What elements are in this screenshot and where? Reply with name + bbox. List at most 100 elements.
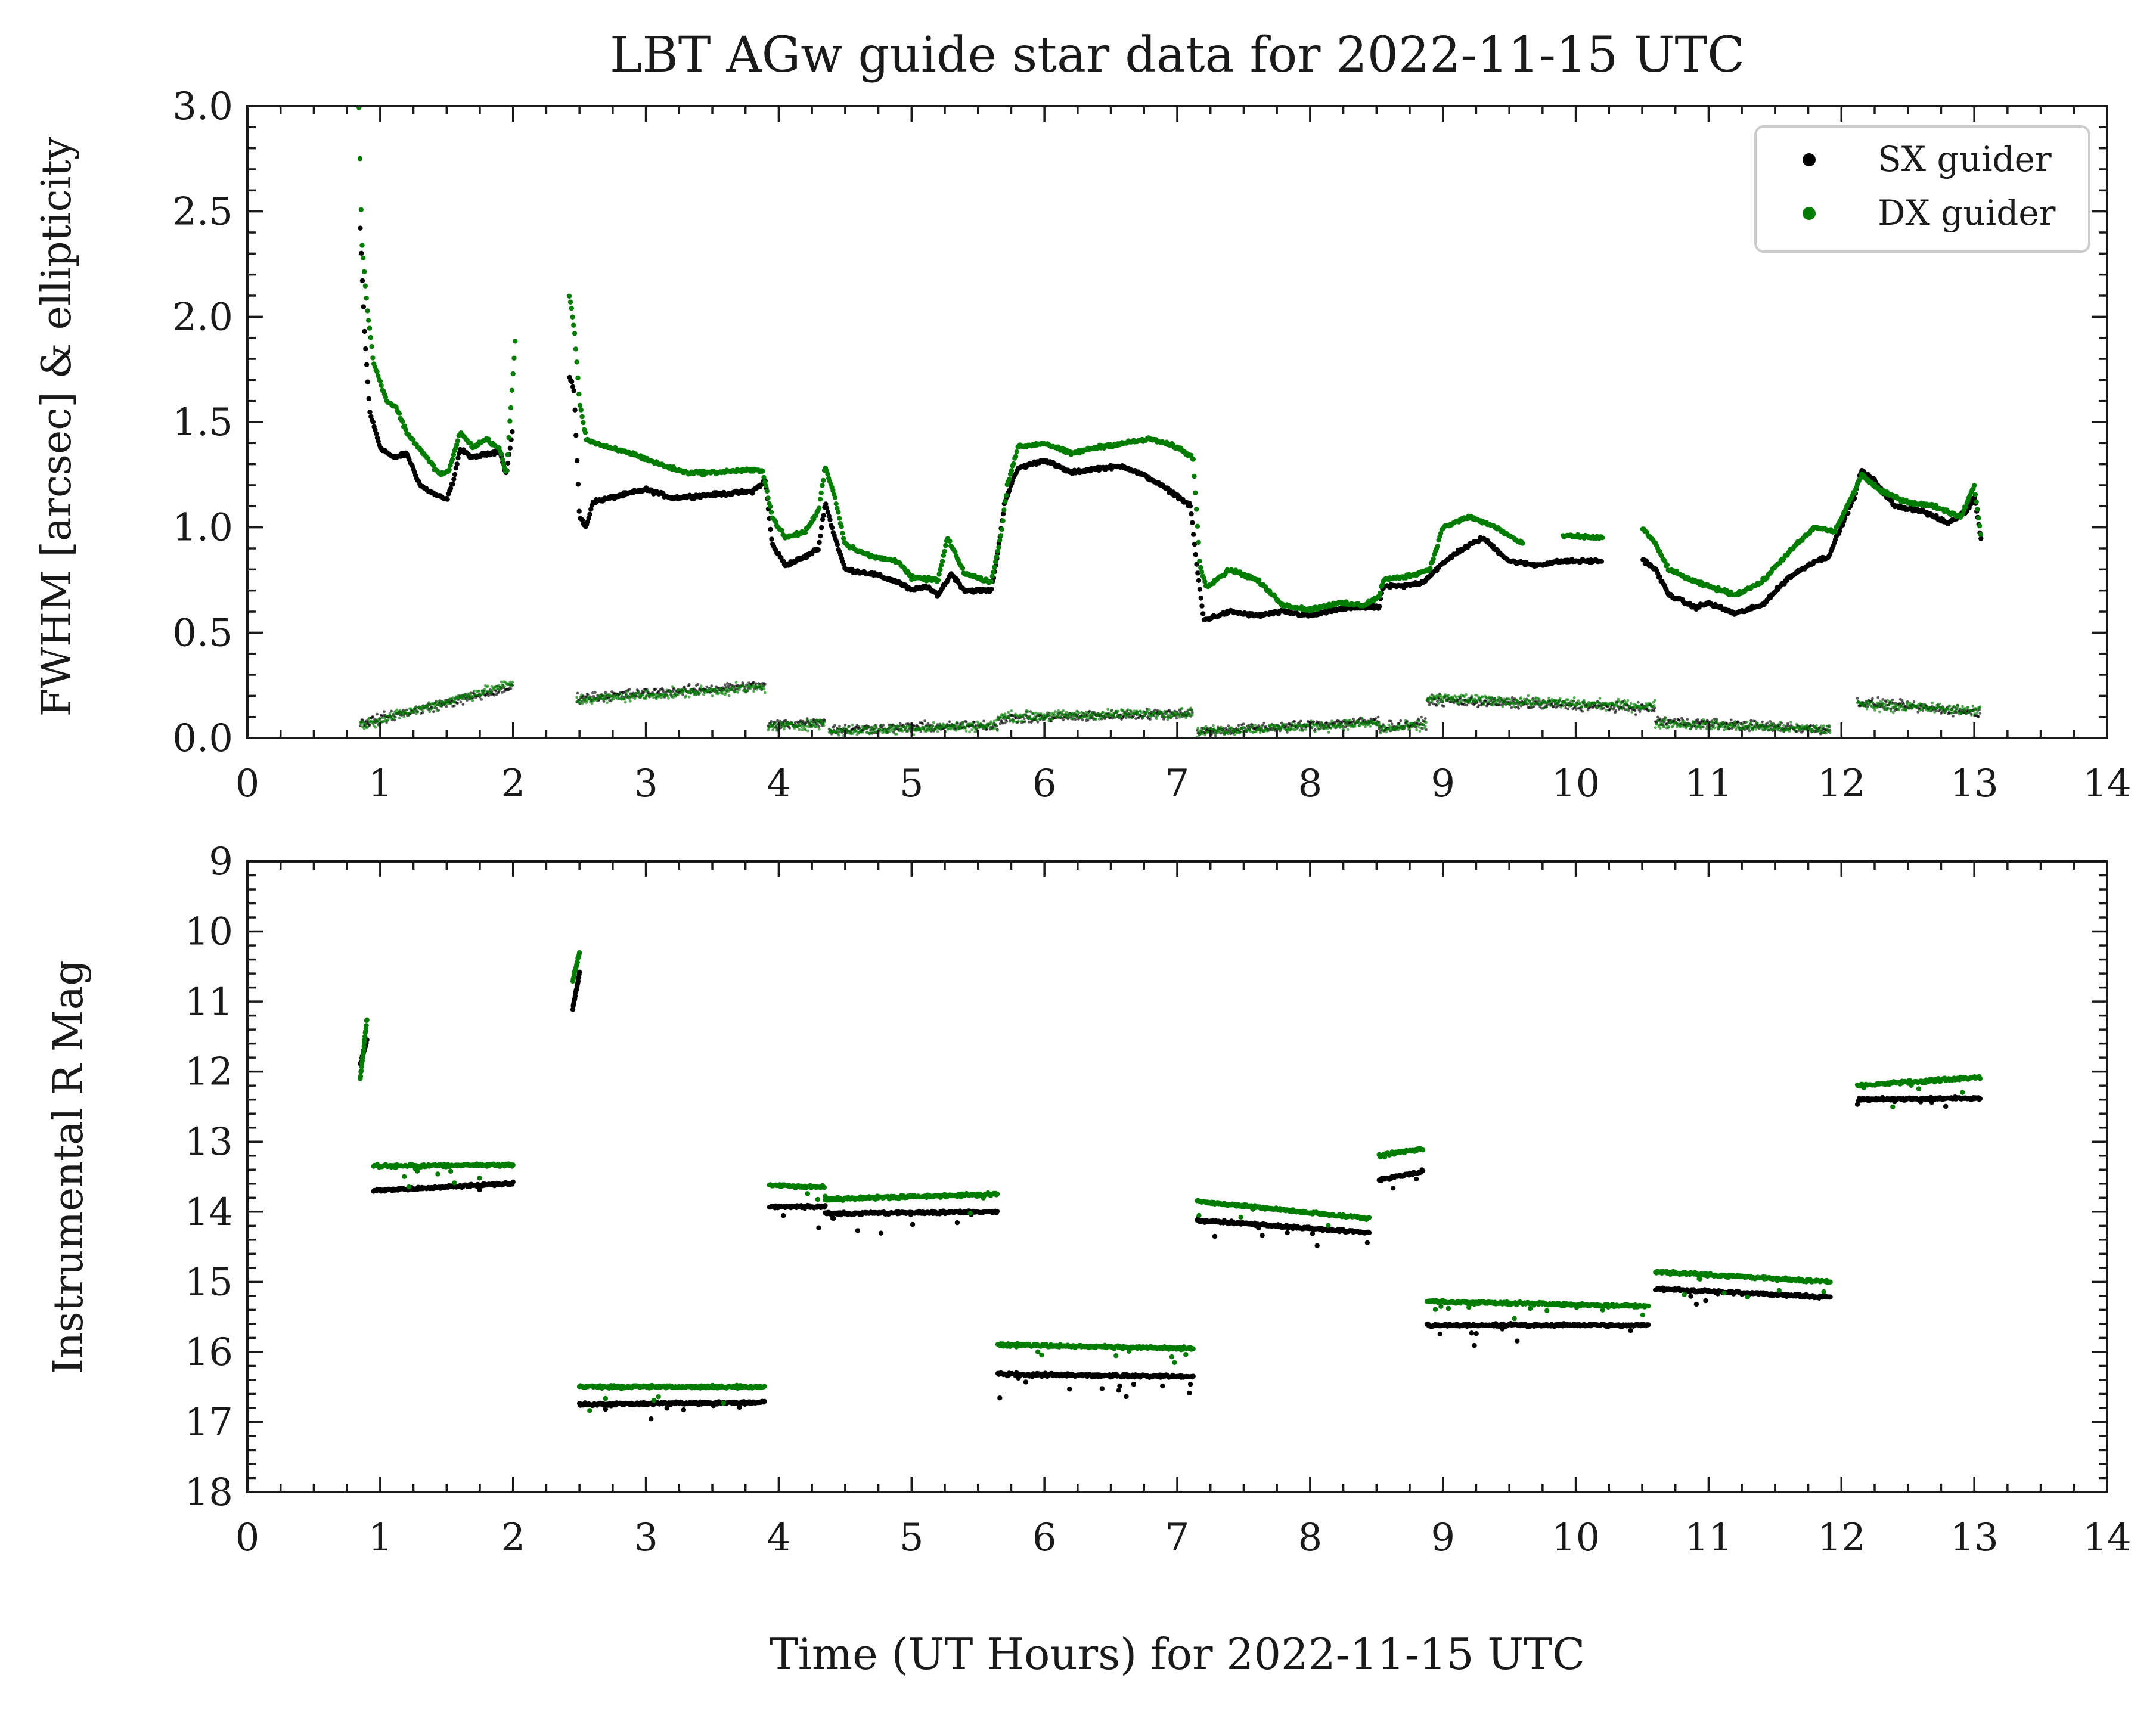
- sx-ellipticity-point: [687, 683, 691, 686]
- dx-fwhm-point: [943, 542, 948, 548]
- sx-ellipticity-point: [833, 724, 836, 727]
- dx-fwhm-point: [836, 516, 842, 521]
- sx-ellipticity-point: [459, 700, 463, 703]
- sx-fwhm-point: [374, 431, 379, 436]
- dx-ellipticity-point: [489, 691, 493, 695]
- dx-ellipticity-point: [412, 709, 415, 713]
- dx-ellipticity-point: [431, 706, 435, 709]
- sx-fwhm-point: [841, 562, 846, 567]
- dx-fwhm-point: [1190, 457, 1196, 462]
- dx-fwhm-point: [1013, 454, 1019, 459]
- dx-fwhm-point: [1199, 569, 1205, 575]
- dx-ellipticity-point: [374, 725, 377, 729]
- sx-ellipticity-point: [480, 698, 483, 701]
- sx-ellipticity-point: [1729, 718, 1733, 722]
- dx-fwhm-point: [513, 339, 518, 344]
- dx-fwhm-point: [947, 538, 953, 544]
- dx-ellipticity-point: [578, 701, 581, 705]
- dx-fwhm-point: [999, 526, 1005, 532]
- sx-fwhm-point: [1192, 541, 1198, 547]
- dx-fwhm-point: [768, 504, 773, 510]
- dx-fwhm-point: [1003, 493, 1009, 498]
- dx-ellipticity-point: [388, 712, 392, 715]
- dx-ellipticity-point: [428, 710, 432, 714]
- dx-fwhm-point: [941, 553, 947, 558]
- sx-fwhm-point: [1187, 504, 1193, 509]
- sx-ellipticity-point: [501, 691, 504, 694]
- sx-fwhm-point: [362, 328, 367, 334]
- sx-ellipticity-point: [1299, 719, 1302, 723]
- sx-ellipticity-point: [1891, 698, 1894, 702]
- dx-ellipticity-point: [426, 704, 430, 708]
- dx-ellipticity-point: [421, 709, 425, 713]
- dx-fwhm-point: [570, 314, 575, 320]
- sx-ellipticity-point: [383, 710, 386, 714]
- dx-ellipticity-point: [473, 689, 476, 693]
- dx-fwhm-point: [1971, 483, 1977, 488]
- sx-fwhm-point: [569, 379, 575, 384]
- sx-fwhm-point: [827, 517, 833, 523]
- sx-fwhm-point: [825, 510, 831, 515]
- fwhm-panel: 0 1 2 3 4 5 6 7 8 9 10 11 12 13 140.00.51.01.52.02.53.…: [33, 85, 2132, 806]
- dx-fwhm-point: [1257, 577, 1262, 582]
- sx-ellipticity-point: [1977, 715, 1980, 718]
- dx-ellipticity-point: [464, 697, 468, 700]
- sx-fwhm-point: [1837, 528, 1842, 534]
- sx-fwhm-point: [510, 429, 515, 435]
- sx-fwhm-point: [451, 476, 457, 482]
- dx-fwhm-point: [1976, 515, 1981, 521]
- dx-fwhm-point: [454, 442, 460, 448]
- dx-fwhm-point: [383, 394, 388, 400]
- sx-ellipticity-point: [1614, 709, 1618, 712]
- sx-ellipticity-point: [1390, 722, 1394, 725]
- dx-fwhm-point: [768, 510, 774, 515]
- dx-fwhm-point: [379, 383, 384, 388]
- sx-fwhm-point: [573, 433, 579, 438]
- sx-ellipticity-point: [1374, 717, 1378, 720]
- sx-ellipticity-point: [445, 705, 448, 708]
- dx-fwhm-point: [761, 474, 767, 480]
- sx-fwhm-point: [768, 526, 773, 532]
- sx-fwhm-point: [575, 482, 581, 487]
- sx-ellipticity-point: [1420, 715, 1423, 719]
- dx-fwhm-point: [582, 430, 588, 435]
- dx-fwhm-point: [1195, 523, 1200, 529]
- sx-ellipticity-point: [1532, 705, 1535, 709]
- sx-ellipticity-point: [1652, 709, 1656, 712]
- sx-fwhm-point: [1194, 562, 1199, 567]
- dx-ellipticity-point: [498, 688, 501, 691]
- sx-ellipticity-point: [1227, 724, 1230, 727]
- sx-ellipticity-point: [509, 687, 513, 690]
- dx-fwhm-point: [995, 548, 1000, 554]
- dx-fwhm-point: [1599, 535, 1605, 541]
- dx-fwhm-point: [802, 530, 808, 535]
- dx-fwhm-point: [498, 451, 504, 457]
- dx-fwhm-point: [505, 452, 510, 457]
- dx-ellipticity-point: [439, 704, 442, 708]
- dx-ellipticity-point: [452, 700, 456, 704]
- sx-ellipticity-point: [1499, 703, 1502, 706]
- sx-ellipticity-point: [628, 688, 631, 691]
- sx-ellipticity-point: [587, 693, 590, 696]
- dx-fwhm-point: [1001, 507, 1007, 513]
- sx-ellipticity-point: [1766, 721, 1770, 725]
- dx-fwhm-point: [1963, 504, 1969, 510]
- dx-ellipticity-point: [378, 718, 381, 721]
- sx-ellipticity-point: [1654, 706, 1656, 709]
- sx-ellipticity-point: [1389, 719, 1393, 723]
- dx-ellipticity-point: [391, 714, 395, 717]
- sx-ellipticity-point: [1952, 714, 1955, 718]
- sx-fwhm-point: [359, 250, 364, 256]
- dx-fwhm-point: [449, 457, 455, 462]
- dx-fwhm-point: [1431, 556, 1436, 562]
- dx-fwhm-point: [817, 497, 823, 502]
- dx-fwhm-point: [501, 461, 506, 467]
- sx-ellipticity-point: [1062, 718, 1065, 721]
- dx-fwhm-point: [366, 318, 371, 323]
- sx-ellipticity-point: [921, 722, 924, 725]
- dx-fwhm-point: [455, 438, 461, 443]
- sx-fwhm-point: [505, 460, 511, 466]
- sx-ellipticity-point: [1399, 719, 1403, 722]
- sx-ellipticity-point: [1423, 717, 1427, 720]
